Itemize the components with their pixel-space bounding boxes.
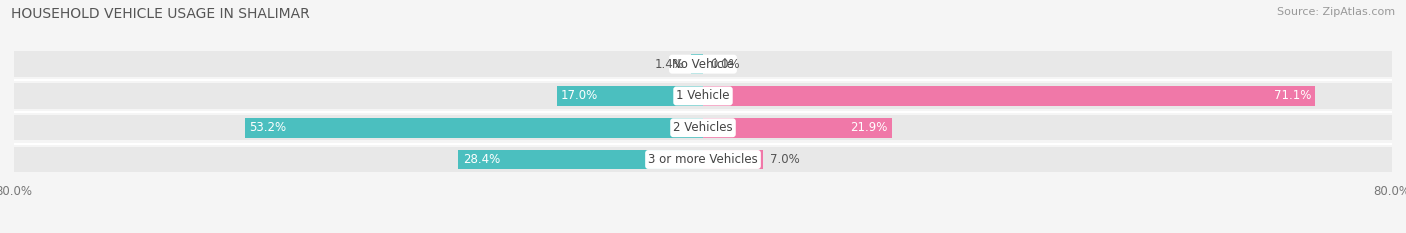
Text: 17.0%: 17.0%	[561, 89, 598, 103]
Bar	[14, 83, 1392, 109]
Legend: Owner-occupied, Renter-occupied: Owner-occupied, Renter-occupied	[574, 230, 832, 233]
Bar	[703, 86, 1315, 106]
Bar	[14, 51, 1392, 77]
Text: 1 Vehicle: 1 Vehicle	[676, 89, 730, 103]
Text: 7.0%: 7.0%	[770, 153, 800, 166]
Bar	[690, 54, 703, 74]
Bar	[14, 115, 1392, 140]
Bar	[557, 86, 703, 106]
Text: 1.4%: 1.4%	[654, 58, 685, 71]
Text: 53.2%: 53.2%	[249, 121, 287, 134]
Text: 0.0%: 0.0%	[710, 58, 740, 71]
Bar	[245, 118, 703, 137]
Bar	[703, 150, 763, 169]
Text: 21.9%: 21.9%	[849, 121, 887, 134]
Bar	[703, 118, 891, 137]
Text: 28.4%: 28.4%	[463, 153, 501, 166]
Text: HOUSEHOLD VEHICLE USAGE IN SHALIMAR: HOUSEHOLD VEHICLE USAGE IN SHALIMAR	[11, 7, 309, 21]
Text: No Vehicle: No Vehicle	[672, 58, 734, 71]
Bar	[458, 150, 703, 169]
Text: Source: ZipAtlas.com: Source: ZipAtlas.com	[1277, 7, 1395, 17]
Text: 71.1%: 71.1%	[1274, 89, 1310, 103]
Bar	[14, 147, 1392, 172]
Text: 2 Vehicles: 2 Vehicles	[673, 121, 733, 134]
Text: 3 or more Vehicles: 3 or more Vehicles	[648, 153, 758, 166]
